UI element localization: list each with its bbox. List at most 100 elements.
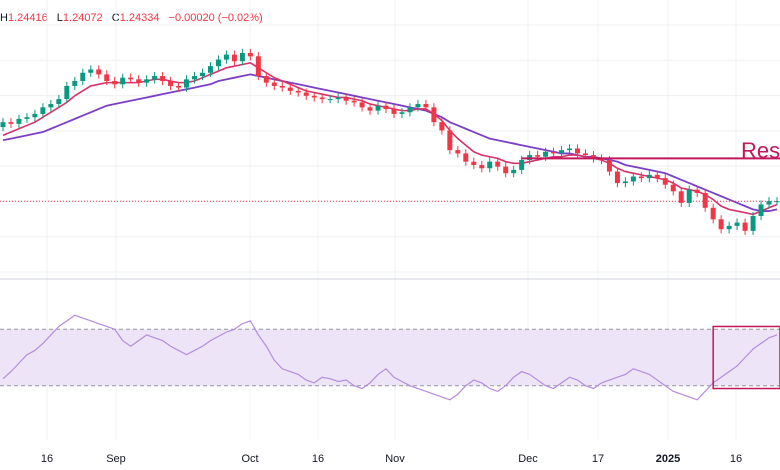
rsi-line <box>2 314 778 401</box>
candle-body <box>192 76 198 80</box>
candle-body <box>694 189 700 193</box>
candle-body <box>758 204 764 217</box>
candle-body <box>120 77 126 85</box>
candle-body <box>487 161 493 169</box>
candle-body <box>335 97 341 100</box>
ohlc-high-value: 1.24416 <box>7 12 48 24</box>
ohlc-low-value: 1.24072 <box>62 12 103 24</box>
candle-body <box>638 176 644 179</box>
x-tick-label: Oct <box>241 453 258 465</box>
candle-body <box>407 107 413 113</box>
candle-body <box>742 222 748 231</box>
candle-body <box>184 79 190 88</box>
candle-body <box>383 105 389 109</box>
candle-body <box>160 76 166 81</box>
candle-body <box>295 90 301 93</box>
candle-body <box>415 104 421 108</box>
candle-body <box>375 105 381 111</box>
x-tick-label: 16 <box>730 453 742 465</box>
candle-body <box>702 192 708 208</box>
candle-body <box>96 69 102 75</box>
candle-body <box>734 222 740 226</box>
ohlc-high-key: H <box>0 12 8 24</box>
candle-body <box>455 150 461 154</box>
candle-body <box>678 191 684 203</box>
candle-body <box>423 104 429 108</box>
rsi-highlight-box <box>712 325 780 390</box>
candle-body <box>495 161 501 167</box>
candle-body <box>104 74 110 81</box>
candle-body <box>56 99 62 105</box>
candle-body <box>622 181 628 184</box>
candle-body <box>279 85 285 88</box>
x-tick-label: 16 <box>41 453 53 465</box>
candle-body <box>439 122 445 131</box>
candle-body <box>168 80 174 86</box>
candle-body <box>399 112 405 114</box>
candle-body <box>431 107 437 123</box>
candle-body <box>303 92 309 96</box>
candle-body <box>686 189 692 203</box>
candle-body <box>255 56 261 77</box>
x-tick-label: Nov <box>385 453 405 465</box>
candle-body <box>8 122 14 124</box>
candle-body <box>112 80 118 85</box>
candle-body <box>447 130 453 151</box>
ohlc-close-value: 1.24334 <box>119 12 160 24</box>
candle-body <box>559 150 565 154</box>
candle-body <box>519 160 525 170</box>
ema-slow-line <box>2 73 778 212</box>
x-tick-label: 17 <box>592 453 604 465</box>
candle-body <box>614 171 620 184</box>
candle-body <box>774 201 780 203</box>
candle-body <box>606 160 612 172</box>
rsi-panel <box>0 314 780 401</box>
candle-body <box>575 148 581 154</box>
candle-body <box>718 219 724 230</box>
candle-body <box>80 72 86 81</box>
candle-body <box>64 85 70 100</box>
x-tick-label: Sep <box>106 453 126 465</box>
candle-body <box>128 77 134 80</box>
candle-body <box>40 107 46 114</box>
candle-body <box>311 95 317 98</box>
candle-body <box>359 102 365 108</box>
resistance-annotation: Resi <box>741 138 780 163</box>
candle-body <box>662 178 668 185</box>
candle-body <box>630 176 636 182</box>
candle-body <box>48 104 54 108</box>
candle-body <box>567 148 573 151</box>
candle-body <box>590 155 596 159</box>
ohlc-low-key: L <box>56 12 63 24</box>
candle-body <box>88 69 94 73</box>
candle-body <box>247 52 253 57</box>
candle-body <box>16 118 22 124</box>
moving-averages <box>0 62 780 216</box>
rsi-band <box>0 329 780 386</box>
candles <box>0 48 780 235</box>
candle-body <box>766 201 772 205</box>
candle-body <box>670 184 676 192</box>
candle-body <box>207 66 213 73</box>
candle-body <box>144 79 150 83</box>
candle-body <box>223 54 229 60</box>
candle-body <box>543 151 549 157</box>
candle-body <box>551 151 557 154</box>
ema-fast-line <box>2 62 778 216</box>
ohlc-change-value: −0.00020 (−0.02%) <box>168 12 263 24</box>
candle-body <box>511 169 517 174</box>
candle-body <box>471 161 477 165</box>
candle-body <box>271 82 277 86</box>
candle-body <box>710 207 716 220</box>
candle-body <box>136 79 142 83</box>
candle-body <box>152 76 158 80</box>
candle-body <box>654 174 660 179</box>
candle-body <box>176 85 182 88</box>
candle-body <box>367 107 373 111</box>
candle-body <box>646 174 652 179</box>
candle-body <box>24 117 30 119</box>
candle-body <box>503 166 509 174</box>
candle-body <box>726 225 732 230</box>
x-tick-label: Dec <box>518 453 538 465</box>
